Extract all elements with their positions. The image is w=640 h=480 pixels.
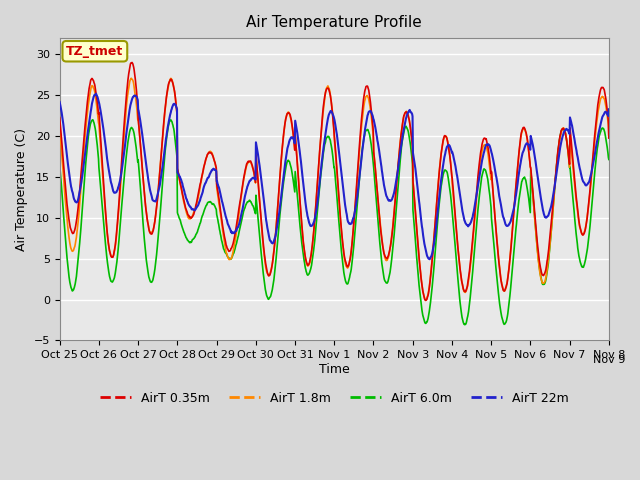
Title: Air Temperature Profile: Air Temperature Profile	[246, 15, 422, 30]
Text: TZ_tmet: TZ_tmet	[67, 45, 124, 58]
Text: Nov 9: Nov 9	[593, 355, 625, 365]
Y-axis label: Air Temperature (C): Air Temperature (C)	[15, 128, 28, 251]
X-axis label: Time: Time	[319, 363, 349, 376]
Legend: AirT 0.35m, AirT 1.8m, AirT 6.0m, AirT 22m: AirT 0.35m, AirT 1.8m, AirT 6.0m, AirT 2…	[95, 387, 573, 410]
